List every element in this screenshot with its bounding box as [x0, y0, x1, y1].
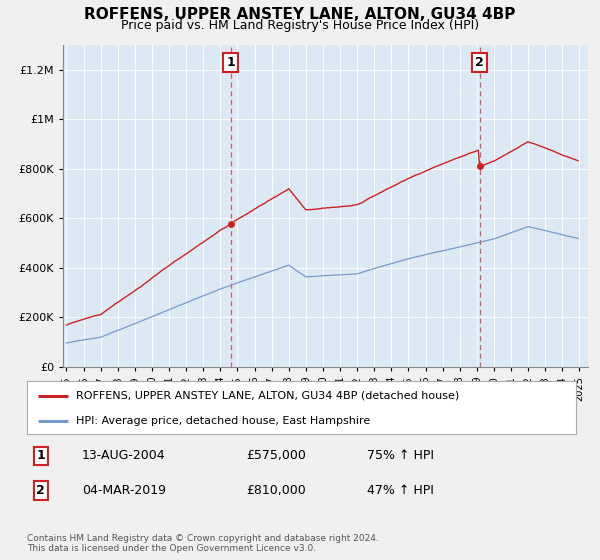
- Text: £575,000: £575,000: [247, 449, 307, 463]
- Text: 13-AUG-2004: 13-AUG-2004: [82, 449, 166, 463]
- Text: 47% ↑ HPI: 47% ↑ HPI: [367, 484, 434, 497]
- Text: 2: 2: [475, 55, 484, 69]
- Text: 1: 1: [37, 449, 45, 463]
- Text: HPI: Average price, detached house, East Hampshire: HPI: Average price, detached house, East…: [76, 416, 371, 426]
- Text: 04-MAR-2019: 04-MAR-2019: [82, 484, 166, 497]
- Text: Contains HM Land Registry data © Crown copyright and database right 2024.
This d: Contains HM Land Registry data © Crown c…: [27, 534, 379, 553]
- Text: £810,000: £810,000: [247, 484, 307, 497]
- Text: 2: 2: [37, 484, 45, 497]
- Text: Price paid vs. HM Land Registry's House Price Index (HPI): Price paid vs. HM Land Registry's House …: [121, 19, 479, 32]
- Text: 1: 1: [227, 55, 235, 69]
- Text: ROFFENS, UPPER ANSTEY LANE, ALTON, GU34 4BP: ROFFENS, UPPER ANSTEY LANE, ALTON, GU34 …: [85, 7, 515, 22]
- Text: ROFFENS, UPPER ANSTEY LANE, ALTON, GU34 4BP (detached house): ROFFENS, UPPER ANSTEY LANE, ALTON, GU34 …: [76, 391, 460, 401]
- Text: 75% ↑ HPI: 75% ↑ HPI: [367, 449, 434, 463]
